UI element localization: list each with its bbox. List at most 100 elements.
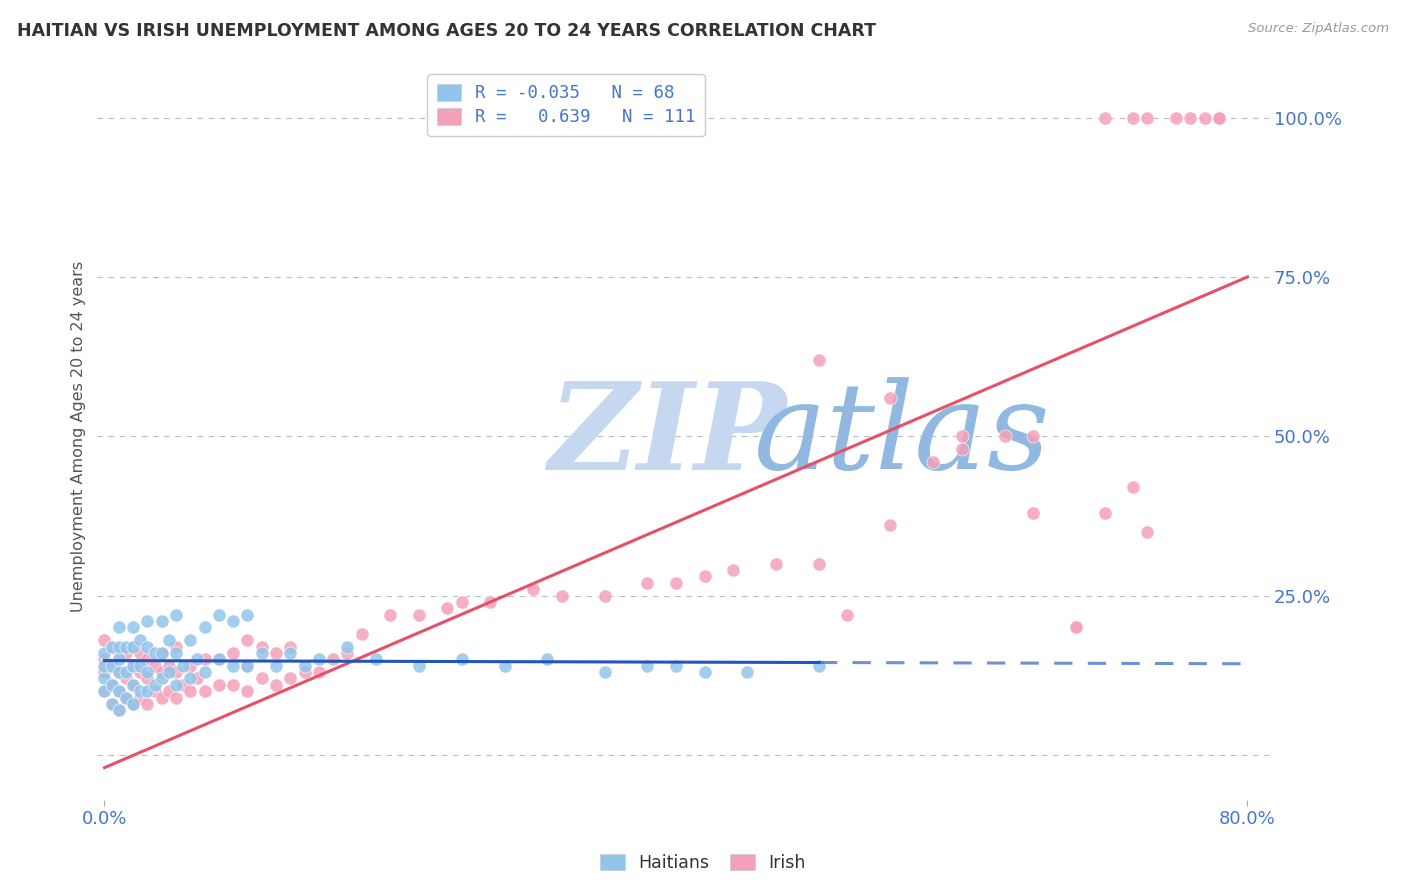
Point	[179, 672, 201, 686]
Point	[172, 658, 194, 673]
Point	[107, 665, 129, 679]
Point	[550, 589, 572, 603]
Point	[721, 563, 744, 577]
Point	[1208, 111, 1230, 125]
Point	[100, 678, 122, 692]
Point	[1208, 111, 1230, 125]
Point	[150, 646, 173, 660]
Point	[278, 672, 301, 686]
Text: HAITIAN VS IRISH UNEMPLOYMENT AMONG AGES 20 TO 24 YEARS CORRELATION CHART: HAITIAN VS IRISH UNEMPLOYMENT AMONG AGES…	[17, 22, 876, 40]
Point	[165, 607, 187, 622]
Point	[922, 455, 945, 469]
Point	[1208, 111, 1230, 125]
Point	[136, 697, 159, 711]
Text: Source: ZipAtlas.com: Source: ZipAtlas.com	[1249, 22, 1389, 36]
Point	[250, 672, 273, 686]
Point	[236, 658, 259, 673]
Point	[636, 658, 658, 673]
Point	[115, 640, 138, 654]
Point	[1122, 480, 1144, 494]
Point	[950, 442, 973, 456]
Point	[93, 672, 115, 686]
Point	[236, 684, 259, 698]
Point	[157, 684, 180, 698]
Point	[100, 658, 122, 673]
Point	[107, 665, 129, 679]
Point	[308, 665, 330, 679]
Point	[1208, 111, 1230, 125]
Point	[208, 652, 231, 666]
Point	[193, 684, 215, 698]
Point	[150, 665, 173, 679]
Point	[129, 684, 152, 698]
Point	[350, 627, 373, 641]
Point	[994, 429, 1017, 443]
Point	[122, 678, 145, 692]
Point	[1064, 620, 1087, 634]
Point	[165, 646, 187, 660]
Point	[150, 614, 173, 628]
Point	[172, 678, 194, 692]
Point	[593, 589, 616, 603]
Point	[879, 518, 901, 533]
Point	[208, 678, 231, 692]
Point	[807, 352, 830, 367]
Point	[93, 646, 115, 660]
Point	[1064, 620, 1087, 634]
Point	[450, 595, 472, 609]
Point	[122, 620, 145, 634]
Point	[693, 569, 716, 583]
Point	[186, 652, 208, 666]
Point	[1094, 506, 1116, 520]
Point	[100, 678, 122, 692]
Point	[115, 690, 138, 705]
Point	[93, 652, 115, 666]
Point	[336, 646, 359, 660]
Point	[107, 646, 129, 660]
Point	[107, 684, 129, 698]
Point	[100, 640, 122, 654]
Point	[436, 601, 458, 615]
Point	[1208, 111, 1230, 125]
Point	[100, 640, 122, 654]
Point	[264, 678, 287, 692]
Point	[143, 678, 166, 692]
Point	[236, 658, 259, 673]
Point	[165, 665, 187, 679]
Point	[278, 646, 301, 660]
Point	[879, 391, 901, 405]
Point	[1208, 111, 1230, 125]
Point	[250, 646, 273, 660]
Point	[1208, 111, 1230, 125]
Legend: Haitians, Irish: Haitians, Irish	[593, 847, 813, 879]
Point	[122, 640, 145, 654]
Point	[93, 684, 115, 698]
Point	[1208, 111, 1230, 125]
Point	[100, 697, 122, 711]
Point	[136, 614, 159, 628]
Point	[1022, 506, 1045, 520]
Point	[136, 684, 159, 698]
Point	[1208, 111, 1230, 125]
Point	[122, 678, 145, 692]
Point	[107, 640, 129, 654]
Point	[222, 658, 245, 673]
Y-axis label: Unemployment Among Ages 20 to 24 years: Unemployment Among Ages 20 to 24 years	[72, 260, 86, 612]
Point	[193, 652, 215, 666]
Point	[236, 607, 259, 622]
Point	[150, 672, 173, 686]
Point	[208, 652, 231, 666]
Point	[1208, 111, 1230, 125]
Point	[93, 658, 115, 673]
Point	[136, 640, 159, 654]
Point	[193, 620, 215, 634]
Point	[115, 665, 138, 679]
Point	[1208, 111, 1230, 125]
Point	[122, 697, 145, 711]
Point	[122, 697, 145, 711]
Point	[136, 672, 159, 686]
Point	[179, 658, 201, 673]
Point	[665, 658, 688, 673]
Point	[193, 665, 215, 679]
Point	[115, 672, 138, 686]
